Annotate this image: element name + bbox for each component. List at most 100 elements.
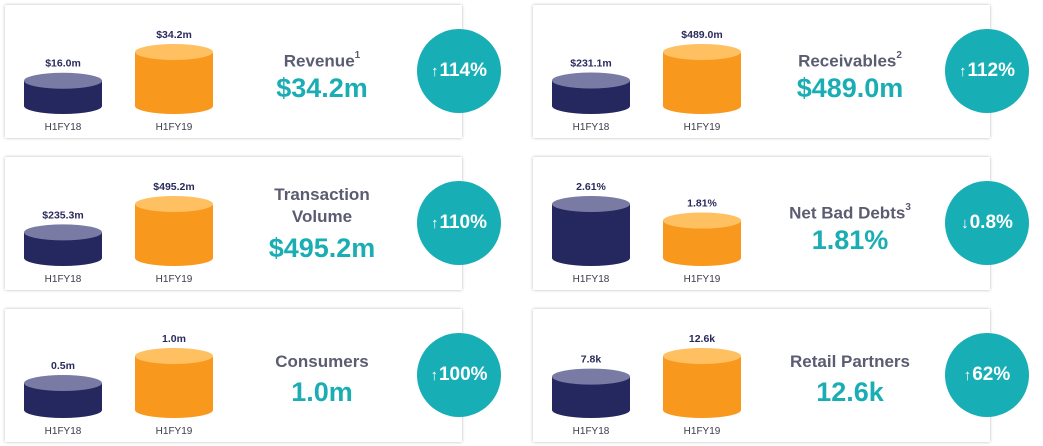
bar-body <box>552 80 630 114</box>
cylinder-chart: $231.1m H1FY18 $489.0m H1FY19 <box>552 29 741 133</box>
bar-top <box>135 196 213 212</box>
bar-category-label: H1FY18 <box>573 122 610 133</box>
bar-h1fy18 <box>552 368 630 418</box>
metric-title: Receivables2 <box>765 47 935 73</box>
bar-value-label: $489.0m <box>681 29 722 41</box>
metric-title: Transaction Volume <box>252 184 392 228</box>
growth-badge: ↓ 0.8% <box>945 181 1029 265</box>
metric-title-text: Transaction Volume <box>274 185 370 226</box>
metric-value: $489.0m <box>796 73 904 103</box>
metric-value: $495.2m <box>268 233 376 263</box>
bar-category-label: H1FY19 <box>684 274 721 285</box>
bar-value-label: $231.1m <box>570 57 611 69</box>
footnote-marker: 1 <box>354 50 361 61</box>
metric-value: 1.81% <box>811 225 889 255</box>
bar-value-label: $16.0m <box>45 58 81 70</box>
bar-top <box>135 348 213 364</box>
bar-category-label: H1FY19 <box>156 426 193 437</box>
metric-title-text: Consumers <box>275 352 369 371</box>
growth-value: 0.8% <box>969 212 1013 233</box>
growth-badge: ↑ 110% <box>417 181 501 265</box>
bar-h1fy18 <box>24 375 102 418</box>
bar-top <box>24 72 102 89</box>
bar-category-label: H1FY18 <box>45 426 82 437</box>
bar-top <box>135 44 213 60</box>
bar-category-label: H1FY18 <box>573 274 610 285</box>
bar-value-label: 1.0m <box>162 333 186 345</box>
bar-body <box>24 232 102 266</box>
bar-value-label: $34.2m <box>156 29 192 41</box>
bar-h1fy18 <box>24 72 102 114</box>
metric-title-text: Retail Partners <box>790 352 910 371</box>
bar-h1fy18 <box>552 72 630 114</box>
bar-body <box>552 376 630 418</box>
bar-h1fy19 <box>135 348 213 418</box>
bar-h1fy19 <box>663 44 741 114</box>
cylinder-chart: $16.0m H1FY18 $34.2m H1FY19 <box>24 29 213 133</box>
arrow-down-icon: ↓ <box>961 214 969 232</box>
bar-body <box>135 356 213 418</box>
arrow-up-icon: ↑ <box>430 214 439 232</box>
bar-top <box>663 348 741 364</box>
bar-category-label: H1FY18 <box>45 274 82 285</box>
bar-value-label: 7.8k <box>581 354 602 366</box>
bar-body <box>135 204 213 266</box>
bar-body <box>24 80 102 114</box>
bar-body <box>24 383 102 418</box>
arrow-up-icon: ↑ <box>958 62 967 80</box>
bar-value-label: 12.6k <box>689 333 715 345</box>
arrow-up-icon: ↑ <box>430 62 439 80</box>
kpi-card-consumers: 0.5m H1FY18 1.0m H1FY19 Consumers 1.0m ↑ 100% <box>5 309 501 442</box>
footnote-marker: 2 <box>896 50 902 61</box>
cylinder-chart: 0.5m H1FY18 1.0m H1FY19 <box>24 333 213 437</box>
footnote-marker: 3 <box>905 202 911 213</box>
metric-title-text: Receivables <box>798 51 897 71</box>
bar-category-label: H1FY19 <box>156 274 193 285</box>
bar-category-label: H1FY19 <box>684 122 721 133</box>
growth-badge: ↑ 100% <box>417 333 501 417</box>
bar-top <box>552 72 630 89</box>
bar-top <box>663 212 741 229</box>
metric-value: $34.2m <box>276 73 368 103</box>
kpi-card-revenue: $16.0m H1FY18 $34.2m H1FY19 Revenue1 $34.2m ↑ 1… <box>5 5 501 138</box>
bar-value-label: 0.5m <box>51 360 75 372</box>
growth-value: 100% <box>438 364 488 385</box>
metric-title-text: Revenue <box>283 51 355 71</box>
bar-h1fy19 <box>663 212 741 266</box>
growth-badge: ↑ 62% <box>945 333 1029 417</box>
bar-body <box>135 52 213 114</box>
bar-h1fy19 <box>135 44 213 114</box>
kpi-card-transaction-volume: $235.3m H1FY18 $495.2m H1FY19 Transaction Vo… <box>5 157 501 290</box>
metric-title: Revenue1 <box>237 47 407 73</box>
growth-value: 110% <box>439 212 488 233</box>
bar-value-label: 1.81% <box>687 198 717 210</box>
kpi-card-net-bad-debts: 2.61% H1FY18 1.81% H1FY19 Net Bad Debts3 1.81… <box>533 157 1029 290</box>
bar-value-label: $235.3m <box>42 209 83 221</box>
bar-top <box>663 44 741 60</box>
bar-body <box>663 52 741 114</box>
bar-top <box>24 224 102 241</box>
metric-title: Net Bad Debts3 <box>765 199 935 225</box>
bar-h1fy18 <box>24 224 102 266</box>
kpi-card-retail-partners: 7.8k H1FY18 12.6k H1FY19 Retail Partners 12.6… <box>533 309 1029 442</box>
growth-badge: ↑ 114% <box>417 29 501 113</box>
arrow-up-icon: ↑ <box>430 366 438 384</box>
metric-value: 1.0m <box>291 377 353 407</box>
metric-title: Retail Partners <box>765 351 935 373</box>
bar-value-label: $495.2m <box>153 181 194 193</box>
metric-value: 12.6k <box>816 377 884 407</box>
bar-h1fy19 <box>135 196 213 266</box>
growth-badge: ↑ 112% <box>945 29 1029 113</box>
bar-body <box>663 356 741 418</box>
bar-category-label: H1FY18 <box>573 426 610 437</box>
metric-title-text: Net Bad Debts <box>789 203 906 223</box>
bar-top <box>24 375 102 391</box>
cylinder-chart: $235.3m H1FY18 $495.2m H1FY19 <box>24 181 213 285</box>
growth-value: 114% <box>439 60 488 81</box>
bar-value-label: 2.61% <box>576 181 606 193</box>
bar-top <box>552 196 630 212</box>
bar-h1fy18 <box>552 196 630 266</box>
growth-value: 62% <box>972 364 1011 385</box>
bar-top <box>552 368 630 385</box>
